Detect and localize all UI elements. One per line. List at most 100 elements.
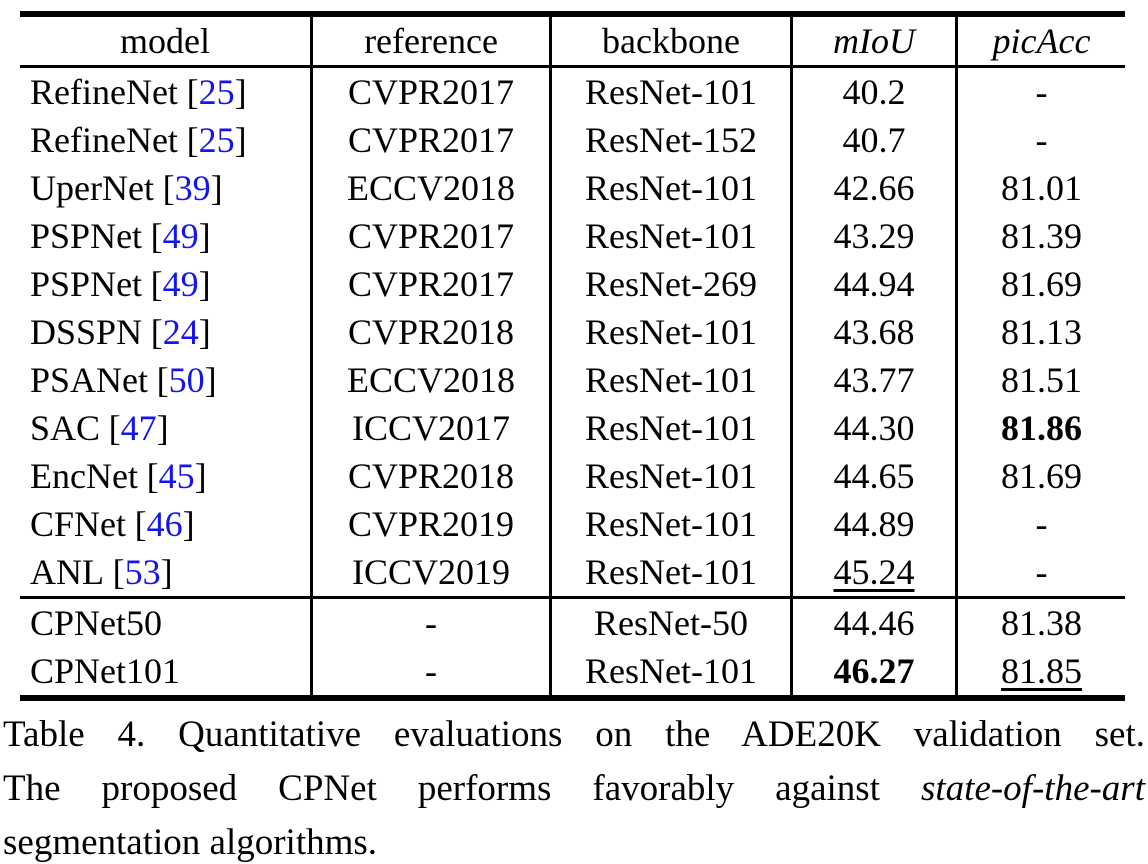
- citation-link[interactable]: 25: [198, 120, 235, 160]
- picacc-cell: -: [955, 116, 1125, 164]
- miou-cell: 44.89: [790, 500, 955, 548]
- miou-cell: 42.66: [790, 164, 955, 212]
- reference-cell: ICCV2017: [310, 404, 549, 452]
- reference-cell: -: [310, 599, 549, 647]
- cite-bracket-open: [: [186, 72, 199, 112]
- picacc-cell: 81.51: [955, 356, 1125, 404]
- reference-cell: CVPR2017: [310, 260, 549, 308]
- miou-cell: 44.94: [790, 260, 955, 308]
- citation-link[interactable]: 39: [174, 168, 211, 208]
- col-header-model: model: [120, 21, 210, 61]
- reference-cell: -: [310, 647, 549, 695]
- col-header-picacc: picAcc: [955, 17, 1125, 65]
- miou-cell: 40.2: [790, 68, 955, 116]
- reference-cell: CVPR2019: [310, 500, 549, 548]
- picacc-cell: -: [955, 548, 1125, 596]
- backbone-cell: ResNet-50: [549, 599, 790, 647]
- cite-bracket-close: ]: [210, 168, 223, 208]
- cite-bracket-close: ]: [204, 360, 217, 400]
- reference-cell: CVPR2017: [310, 116, 549, 164]
- picacc-cell: -: [955, 68, 1125, 116]
- miou-cell: 43.77: [790, 356, 955, 404]
- citation-link[interactable]: 50: [168, 360, 205, 400]
- cite-bracket-close: ]: [198, 312, 211, 352]
- model-cell: EncNet [45]: [20, 452, 310, 500]
- cite-bracket-close: ]: [182, 504, 195, 544]
- table-row: RefineNet [25] CVPR2017 ResNet-101 40.2 -: [20, 68, 1125, 116]
- backbone-cell: ResNet-101: [549, 164, 790, 212]
- cite-bracket-open: [: [112, 552, 125, 592]
- picacc-cell: 81.01: [955, 164, 1125, 212]
- citation-link[interactable]: 49: [162, 216, 199, 256]
- model-cell: PSPNet [49]: [20, 212, 310, 260]
- col-header-backbone: backbone: [549, 17, 790, 65]
- backbone-cell: ResNet-101: [549, 404, 790, 452]
- citation-link[interactable]: 24: [162, 312, 199, 352]
- picacc-cell: 81.85: [955, 647, 1125, 695]
- cite-bracket-close: ]: [156, 408, 169, 448]
- table-row: DSSPN [24] CVPR2018 ResNet-101 43.68 81.1…: [20, 308, 1125, 356]
- cite-bracket-close: ]: [194, 456, 207, 496]
- table-header-row: model reference backbone mIoU picAcc: [20, 17, 1125, 68]
- cite-bracket-close: ]: [198, 216, 211, 256]
- table-caption: Table 4. Quantitative evaluations on the…: [3, 708, 1145, 864]
- caption-line-2: The proposed CPNet performs favorably ag…: [3, 762, 1145, 816]
- picacc-cell: 81.69: [955, 452, 1125, 500]
- cite-bracket-close: ]: [234, 72, 247, 112]
- model-name: UperNet: [30, 168, 154, 208]
- model-name: SAC: [30, 408, 101, 448]
- model-name: ANL: [30, 552, 104, 592]
- table-row: UperNet [39] ECCV2018 ResNet-101 42.66 81…: [20, 164, 1125, 212]
- citation-link[interactable]: 49: [162, 264, 199, 304]
- model-cell: RefineNet [25]: [20, 116, 310, 164]
- model-name: RefineNet: [30, 72, 178, 112]
- backbone-cell: ResNet-101: [549, 452, 790, 500]
- citation-link[interactable]: 25: [198, 72, 235, 112]
- reference-cell: ECCV2018: [310, 164, 549, 212]
- model-name: DSSPN: [30, 312, 143, 352]
- reference-cell: CVPR2017: [310, 212, 549, 260]
- reference-cell: ECCV2018: [310, 356, 549, 404]
- reference-cell: CVPR2017: [310, 68, 549, 116]
- table-row: CFNet [46] CVPR2019 ResNet-101 44.89 -: [20, 500, 1125, 548]
- picacc-cell: 81.38: [955, 599, 1125, 647]
- picacc-cell: 81.13: [955, 308, 1125, 356]
- picacc-cell: -: [955, 500, 1125, 548]
- backbone-cell: ResNet-101: [549, 647, 790, 695]
- cite-bracket-close: ]: [198, 264, 211, 304]
- miou-cell: 43.29: [790, 212, 955, 260]
- model-cell: RefineNet [25]: [20, 68, 310, 116]
- model-name: RefineNet: [30, 120, 178, 160]
- table-row: PSPNet [49] CVPR2017 ResNet-101 43.29 81.…: [20, 212, 1125, 260]
- picacc-cell: 81.86: [955, 404, 1125, 452]
- citation-link[interactable]: 45: [158, 456, 195, 496]
- table-row: PSPNet [49] CVPR2017 ResNet-269 44.94 81.…: [20, 260, 1125, 308]
- reference-cell: CVPR2018: [310, 308, 549, 356]
- table-row: PSANet [50] ECCV2018 ResNet-101 43.77 81.…: [20, 356, 1125, 404]
- reference-cell: ICCV2019: [310, 548, 549, 596]
- citation-link[interactable]: 46: [146, 504, 183, 544]
- miou-cell: 44.65: [790, 452, 955, 500]
- cite-bracket-open: [: [134, 504, 147, 544]
- miou-cell: 40.7: [790, 116, 955, 164]
- citation-link[interactable]: 47: [120, 408, 157, 448]
- model-cell: CPNet101: [30, 651, 181, 691]
- cite-bracket-open: [: [108, 408, 121, 448]
- table-row: CPNet101 - ResNet-101 46.27 81.85: [20, 647, 1125, 695]
- backbone-cell: ResNet-101: [549, 500, 790, 548]
- model-cell: ANL [53]: [20, 548, 310, 596]
- model-name: PSPNet: [30, 216, 143, 256]
- model-cell: DSSPN [24]: [20, 308, 310, 356]
- cite-bracket-open: [: [150, 264, 163, 304]
- backbone-cell: ResNet-101: [549, 548, 790, 596]
- citation-link[interactable]: 53: [124, 552, 161, 592]
- model-cell: CFNet [46]: [20, 500, 310, 548]
- miou-cell: 44.30: [790, 404, 955, 452]
- backbone-cell: ResNet-152: [549, 116, 790, 164]
- table-row: ANL [53] ICCV2019 ResNet-101 45.24 -: [20, 548, 1125, 596]
- miou-cell: 43.68: [790, 308, 955, 356]
- model-name: PSPNet: [30, 264, 143, 304]
- col-header-reference: reference: [310, 17, 549, 65]
- model-cell: PSPNet [49]: [20, 260, 310, 308]
